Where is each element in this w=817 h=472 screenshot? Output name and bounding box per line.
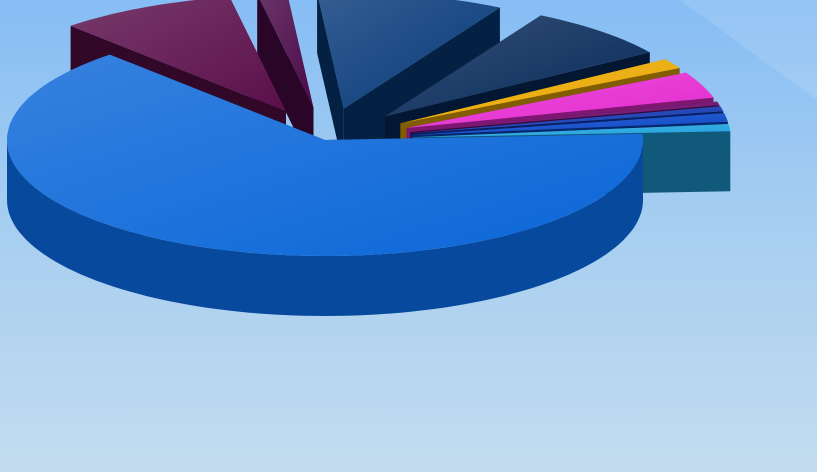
slice-8-highlight bbox=[410, 101, 720, 132]
pie-slice-4 bbox=[317, 0, 500, 169]
slice-3-highlight bbox=[260, 0, 314, 109]
slice-4-cut-face-1 bbox=[317, 0, 344, 169]
slice-6-highlight bbox=[400, 59, 680, 124]
slice-11-highlight bbox=[412, 124, 731, 138]
slice-1-highlight bbox=[7, 54, 643, 256]
slice-4-highlight bbox=[318, 0, 500, 109]
slice-5-highlight bbox=[384, 15, 650, 117]
slice-4-cut-face-2 bbox=[343, 7, 500, 169]
pie-slices bbox=[7, 0, 731, 316]
slice-3-cut-face-1 bbox=[257, 0, 314, 169]
pie-slice-1 bbox=[7, 54, 643, 316]
slice-7-highlight bbox=[406, 72, 714, 128]
background-glint bbox=[680, 0, 817, 100]
slice-9-highlight bbox=[411, 106, 724, 134]
slice-1-side-1 bbox=[7, 140, 643, 316]
slice-10-highlight bbox=[412, 113, 728, 136]
pie-slice-3 bbox=[257, 0, 314, 169]
slice-2-highlight bbox=[70, 0, 286, 112]
